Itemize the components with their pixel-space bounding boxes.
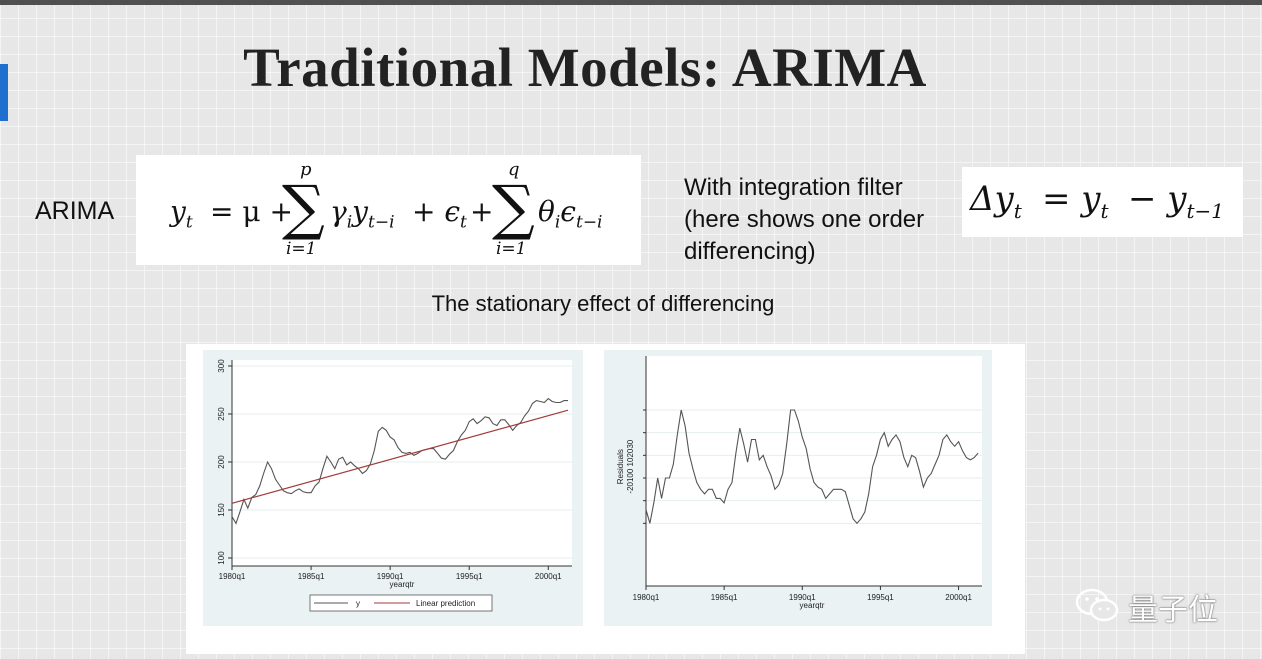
eq-equals-mu: = μ + <box>210 195 293 228</box>
right-y-tick-labels: -20100 102030 <box>626 439 635 493</box>
eq-lhs: yt <box>170 195 193 233</box>
left-y-tick-label: 150 <box>217 503 226 517</box>
watermark-text: 量子位 <box>1128 593 1218 628</box>
left-x-tick-label: 1995q1 <box>456 572 483 581</box>
eq-mid: + ϵt <box>412 195 467 233</box>
sum1-upper: p <box>300 159 312 180</box>
charts-figure: 100 150 200 250 300 1980q1 1985q1 1990q1 1995q1 2… <box>186 344 1025 654</box>
eq-term2: θiϵt−i <box>538 195 603 233</box>
diff-rhs: = yt <box>1042 179 1109 223</box>
slide-title: Traditional Models: ARIMA <box>243 37 927 98</box>
wechat-logo-icon <box>1075 588 1119 622</box>
right-x-tick-label: 1985q1 <box>711 593 738 602</box>
legend-label-linear-prediction: Linear prediction <box>416 599 475 608</box>
left-y-tick-label: 300 <box>217 359 226 373</box>
right-x-tick-label: 1990q1 <box>789 593 816 602</box>
left-x-tick-label: 1990q1 <box>377 572 404 581</box>
left-x-tick-label: 1985q1 <box>298 572 325 581</box>
figure-caption: The stationary effect of differencing <box>431 291 775 316</box>
sum2-symbol: ∑ <box>492 173 535 243</box>
left-plot-area <box>232 360 572 566</box>
right-x-axis-label: yearqtr <box>800 601 825 610</box>
filter-line-3: differencing) <box>684 238 816 265</box>
left-x-tick-label: 2000q1 <box>535 572 562 581</box>
left-x-tick-label: 1980q1 <box>219 572 246 581</box>
right-y-axis-label: Residuals <box>616 449 625 484</box>
left-y-tick-label: 100 <box>217 551 226 565</box>
series-line-y <box>231 397 568 525</box>
legend-label-y: y <box>356 599 360 608</box>
right-x-tick-label: 1980q1 <box>633 593 660 602</box>
left-x-axis-label: yearqtr <box>390 580 415 589</box>
diff-lhs: Δyt <box>970 179 1022 223</box>
chart-levels: 100 150 200 250 300 1980q1 1985q1 1990q1 1995q1 2… <box>203 350 583 626</box>
left-accent-mark <box>0 64 8 121</box>
top-bar <box>0 0 1262 5</box>
eq-plus: + <box>470 195 494 228</box>
right-plot-area <box>646 356 982 586</box>
eq-term1: γiyt−i <box>330 195 395 233</box>
series-line-residuals <box>645 409 979 525</box>
series-line-linear-prediction <box>231 409 569 504</box>
differencing-equation: Δyt = yt − yt−1 <box>962 167 1243 237</box>
right-x-tick-label: 1995q1 <box>867 593 894 602</box>
sum2-lower: i=1 <box>496 239 527 259</box>
sum1-lower: i=1 <box>286 239 317 259</box>
left-y-tick-label: 200 <box>217 455 226 469</box>
arima-label: ARIMA <box>35 197 115 225</box>
sum2-upper: q <box>508 159 520 180</box>
right-x-tick-label: 2000q1 <box>945 593 972 602</box>
filter-line-2: (here shows one order <box>684 206 925 233</box>
charts-svg: 100 150 200 250 300 1980q1 1985q1 1990q1 1995q1 2… <box>203 350 992 626</box>
arima-equation: yt = μ + p ∑ i=1 γiyt−i + ϵt + q ∑ i=1 θ… <box>136 155 641 265</box>
left-y-tick-label: 250 <box>217 407 226 421</box>
sum1-symbol: ∑ <box>282 173 325 243</box>
filter-line-1: With integration filter <box>684 174 903 201</box>
integration-filter-text: With integration filter (here shows one … <box>684 172 924 268</box>
left-legend: y Linear prediction <box>309 594 493 612</box>
diff-minus: − yt−1 <box>1128 179 1225 223</box>
